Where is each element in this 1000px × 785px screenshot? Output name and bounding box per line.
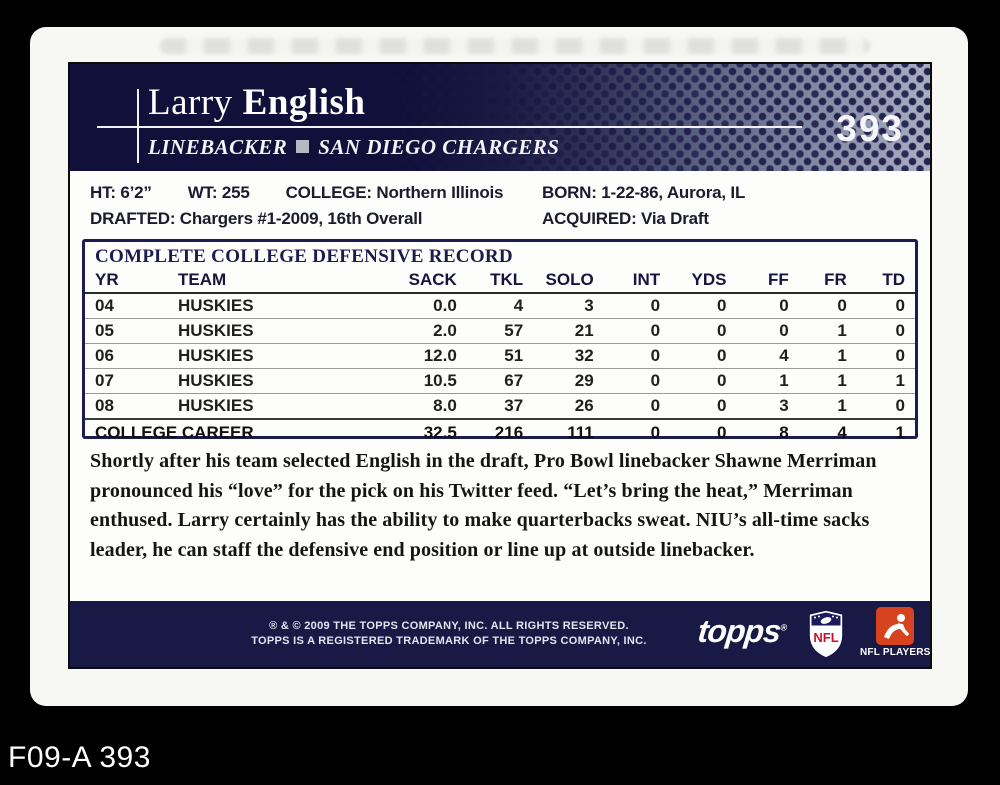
bio-born: BORN: 1-22-86, Aurora, IL [542, 183, 746, 202]
column-header-fr: FR [798, 268, 857, 294]
position-team-line: LINEBACKER SAN DIEGO CHARGERS [148, 135, 559, 160]
player-position: LINEBACKER [148, 135, 288, 159]
bio-left-column: HT: 6’2” WT: 255 COLLEGE: Northern Illin… [90, 180, 542, 237]
bio-college: COLLEGE: Northern Illinois [285, 183, 504, 202]
stats-table: YR TEAM SACK TKL SOLO INT YDS FF FR TD 04 HUSKIES 0… [85, 268, 915, 445]
football-dimple-texture [379, 64, 930, 171]
table-row: 06 HUSKIES 12.0 51 32 0 0 4 1 0 [85, 343, 915, 369]
copyright-line-2: TOPPS IS A REGISTERED TRADEMARK OF THE T… [251, 635, 647, 647]
stats-table-box: COMPLETE COLLEGE DEFENSIVE RECORD YR TEAM… [82, 239, 918, 445]
stats-header-row: YR TEAM SACK TKL SOLO INT YDS FF FR TD [85, 268, 915, 294]
column-header-team: TEAM [168, 268, 368, 294]
bio-height: HT: 6’2” [90, 183, 152, 202]
card-content-frame: Larry English LINEBACKER SAN DIEGO CHARGER… [68, 62, 932, 669]
nfl-players-label: NFL PLAYERS [860, 647, 931, 658]
scan-smudge [160, 38, 870, 54]
bio-weight: WT: 255 [187, 183, 250, 202]
player-blurb: Shortly after his team selected English … [90, 450, 877, 561]
trading-card: Larry English LINEBACKER SAN DIEGO CHARGER… [30, 27, 968, 706]
column-header-solo: SOLO [533, 268, 604, 294]
card-header: Larry English LINEBACKER SAN DIEGO CHARGER… [70, 64, 930, 171]
nfl-players-logo: NFL PLAYERS [860, 607, 930, 658]
copyright-text: ® & © 2009 THE TOPPS COMPANY, INC. ALL R… [210, 619, 688, 649]
nfl-logo-text: NFL [813, 630, 838, 645]
copyright-line-1: ® & © 2009 THE TOPPS COMPANY, INC. ALL R… [269, 620, 629, 632]
stats-tbody: 04 HUSKIES 0.0 4 3 0 0 0 0 0 05 HUSKIES 2.0 57 21 0 0 0 1 0… [85, 293, 915, 445]
bio-section: HT: 6’2” WT: 255 COLLEGE: Northern Illin… [70, 171, 930, 237]
player-first-name: Larry [148, 82, 233, 123]
stats-table-title: COMPLETE COLLEGE DEFENSIVE RECORD [95, 246, 513, 267]
square-separator-icon [296, 140, 310, 153]
bio-acquired: ACQUIRED: Via Draft [542, 209, 709, 228]
table-row: 05 HUSKIES 2.0 57 21 0 0 0 1 0 [85, 318, 915, 344]
card-footer: ® & © 2009 THE TOPPS COMPANY, INC. ALL R… [70, 601, 930, 667]
career-total-row: COLLEGE CAREER 32.5 216 111 0 0 8 4 1 [85, 418, 915, 445]
header-cross-horizontal-line [97, 126, 802, 128]
column-header-yr: YR [85, 268, 168, 294]
column-header-sack: SACK [367, 268, 467, 294]
nfl-shield-icon: NFL [806, 609, 846, 659]
column-header-ff: FF [736, 268, 799, 294]
table-row: 08 HUSKIES 8.0 37 26 0 0 3 1 0 [85, 393, 915, 420]
player-team: SAN DIEGO CHARGERS [318, 135, 560, 159]
table-row: 04 HUSKIES 0.0 4 3 0 0 0 0 0 [85, 293, 915, 319]
column-header-tkl: TKL [466, 268, 534, 294]
table-row: 07 HUSKIES 10.5 67 29 0 0 1 1 1 [85, 368, 915, 394]
player-last-name: English [242, 82, 366, 123]
column-header-yds: YDS [670, 268, 737, 294]
player-name: Larry English [148, 81, 365, 124]
card-number: 393 [836, 108, 904, 149]
nfl-players-icon [876, 607, 914, 645]
bio-right-column: BORN: 1-22-86, Aurora, IL ACQUIRED: Via … [542, 180, 930, 237]
column-header-td: TD [856, 268, 915, 294]
catalog-code-label: F09-A 393 [8, 741, 151, 774]
bio-drafted: DRAFTED: Chargers #1-2009, 16th Overall [90, 209, 423, 228]
column-header-int: INT [603, 268, 671, 294]
topps-logo: topps® [696, 613, 787, 649]
